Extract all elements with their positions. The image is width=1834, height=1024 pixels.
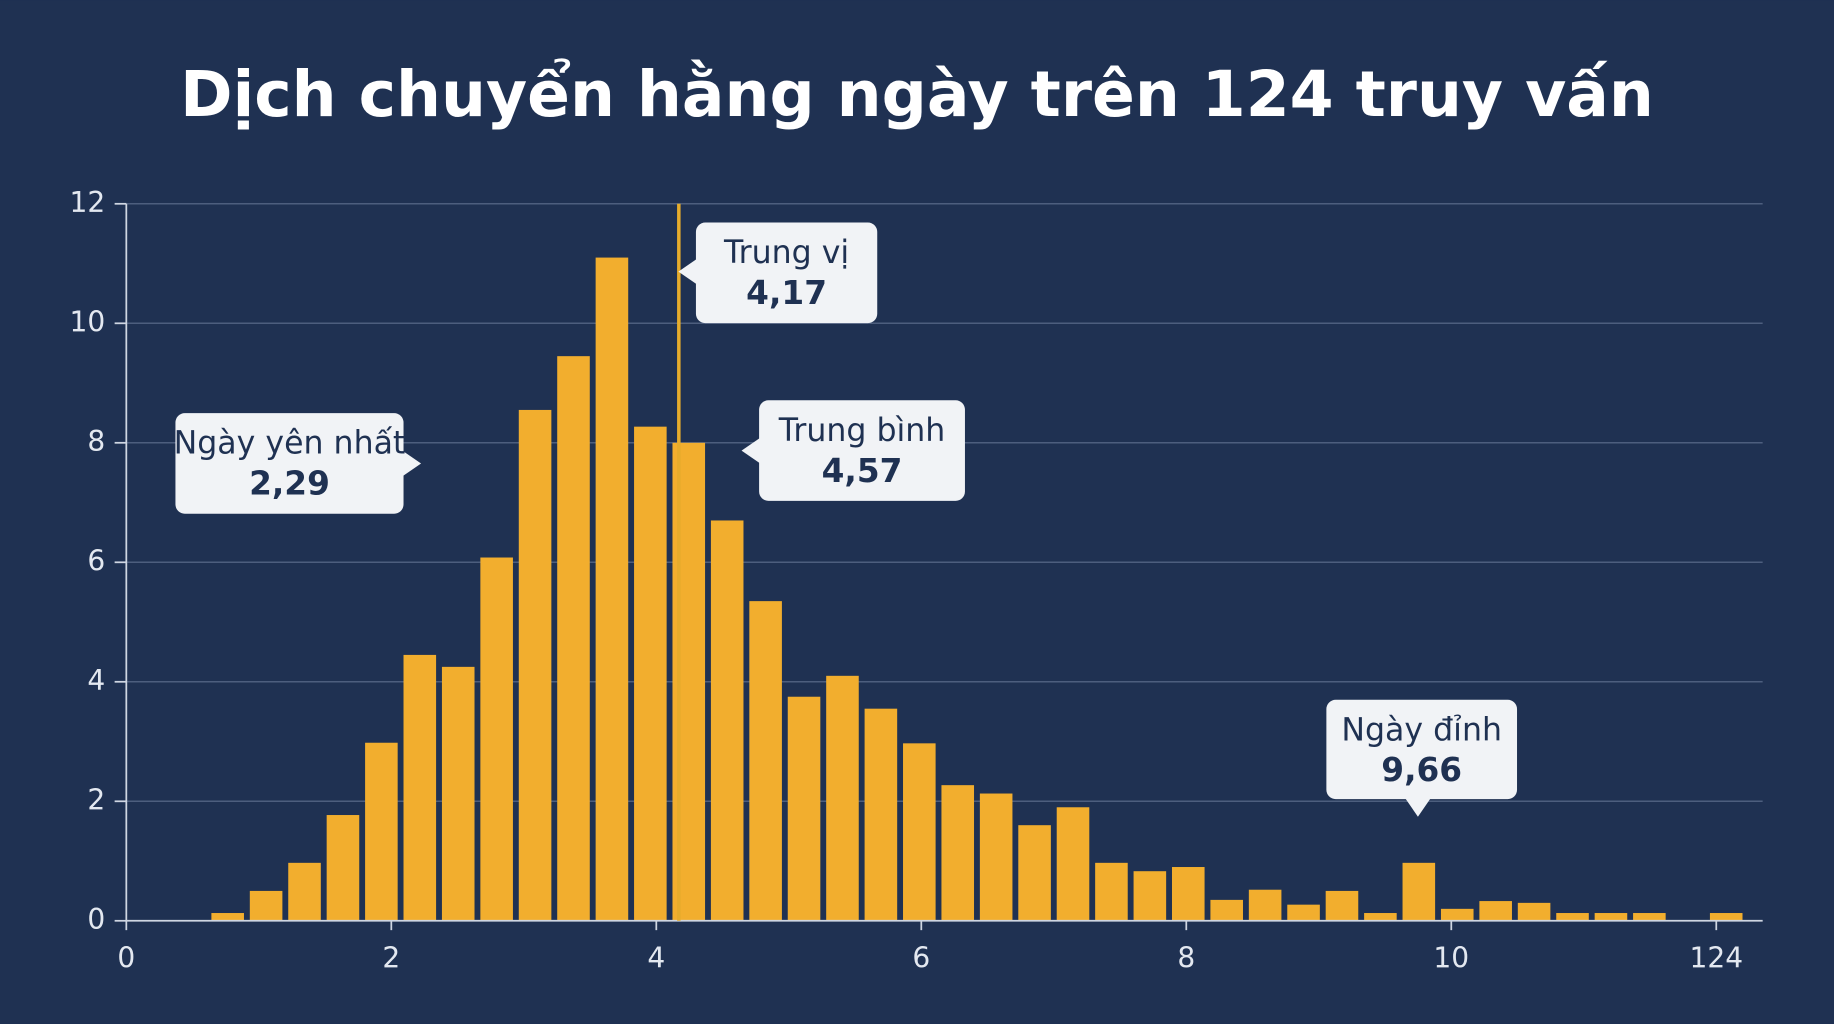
y-tick-label: 6	[87, 544, 105, 577]
x-tick-label: 6	[912, 941, 930, 974]
bar	[903, 743, 936, 921]
callout-pointer	[402, 450, 422, 477]
bar	[1594, 913, 1628, 921]
bar	[1210, 899, 1243, 921]
y-tick-label: 8	[87, 425, 105, 458]
bar	[1364, 913, 1397, 921]
x-tick-label: 0	[117, 941, 135, 974]
callout-label: Ngày yên nhất	[174, 426, 406, 462]
bar	[441, 666, 475, 921]
callout-pointer	[1405, 797, 1431, 817]
bar	[749, 601, 782, 921]
callout-box	[695, 222, 878, 324]
bar	[211, 913, 244, 921]
bar	[1556, 913, 1589, 921]
callout-label: Trung vị	[723, 235, 849, 271]
x-tick-label: 4	[647, 941, 665, 974]
y-tick-label: 10	[70, 305, 106, 338]
x-tick-label: 10	[1433, 941, 1469, 974]
callout-value: 2,29	[249, 465, 330, 503]
bar	[557, 356, 590, 921]
x-tick-label: 8	[1177, 941, 1195, 974]
callout-pointer	[678, 258, 698, 285]
bar	[1171, 867, 1205, 921]
bar	[1325, 890, 1359, 921]
callout: Trung vị4,17	[678, 222, 878, 324]
callout-box	[1326, 699, 1518, 800]
bar	[1095, 862, 1128, 921]
y-tick-label: 12	[70, 186, 106, 219]
bar	[1517, 902, 1551, 921]
bar	[1402, 862, 1436, 921]
bar	[1479, 901, 1512, 921]
bar	[710, 520, 744, 921]
bar	[288, 862, 321, 921]
callout-value: 4,17	[746, 274, 827, 312]
bar	[1633, 913, 1666, 921]
callout-box	[759, 400, 965, 501]
bar	[326, 815, 360, 921]
chart-title: Dịch chuyển hằng ngày trên 124 truy vấn	[180, 57, 1654, 131]
bar	[979, 793, 1013, 921]
callout-value: 9,66	[1381, 751, 1462, 789]
bar	[249, 890, 283, 921]
callout-label: Trung bình	[778, 413, 946, 449]
bar	[1056, 807, 1090, 921]
callout-box	[175, 413, 404, 514]
x-tick-label: 124	[1689, 941, 1743, 974]
callout-pointer	[741, 437, 761, 464]
callout-value: 4,57	[822, 452, 903, 490]
y-tick-label: 0	[87, 903, 105, 936]
bar	[1709, 913, 1743, 921]
bar	[365, 742, 398, 921]
bar	[1248, 889, 1282, 921]
bar	[787, 696, 821, 921]
bar	[826, 675, 859, 921]
callout-label: Ngày đỉnh	[1341, 712, 1502, 748]
x-tick-label: 2	[382, 941, 400, 974]
bar	[1018, 825, 1051, 921]
y-tick-label: 2	[87, 783, 105, 816]
bar	[1440, 908, 1474, 921]
bar	[1287, 904, 1320, 921]
bar	[634, 426, 667, 921]
bar	[518, 409, 552, 921]
bar	[941, 785, 975, 921]
bar	[1133, 871, 1167, 921]
bar	[595, 257, 629, 921]
bar	[864, 708, 898, 921]
y-tick-label: 4	[87, 664, 105, 697]
bar	[480, 557, 513, 921]
bar	[403, 654, 437, 921]
